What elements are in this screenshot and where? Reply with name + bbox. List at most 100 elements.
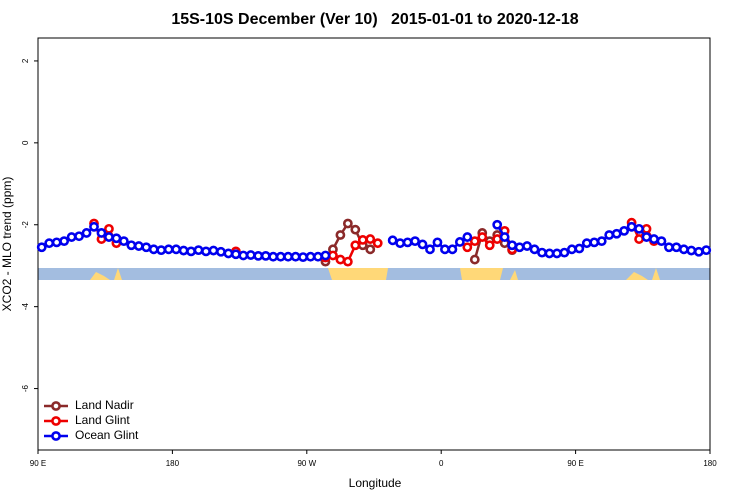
y-axis-label: XCO2 - MLO trend (ppm) xyxy=(0,177,14,312)
data-point xyxy=(238,250,249,261)
x-tick-label: 90 W xyxy=(297,459,316,468)
data-point xyxy=(611,228,622,239)
data-point xyxy=(350,240,361,251)
x-tick-label: 180 xyxy=(166,459,180,468)
surface-strip xyxy=(38,268,710,280)
data-point xyxy=(641,223,652,234)
data-point xyxy=(499,232,510,242)
data-point xyxy=(104,232,114,242)
plot-frame xyxy=(37,37,711,451)
data-point xyxy=(469,236,480,247)
data-point xyxy=(268,251,279,262)
data-point xyxy=(320,250,331,261)
data-point xyxy=(656,236,667,247)
x-axis-label: Longitude xyxy=(349,476,402,490)
data-point xyxy=(59,236,70,247)
data-point xyxy=(701,245,712,256)
data-point xyxy=(440,244,450,255)
data-point xyxy=(566,244,577,255)
data-point xyxy=(305,251,316,262)
data-point xyxy=(678,244,689,255)
y-tick-label: -6 xyxy=(21,384,30,392)
data-point xyxy=(208,245,219,256)
data-point xyxy=(230,249,241,260)
data-point xyxy=(51,237,62,248)
data-point xyxy=(671,242,682,253)
legend-marker xyxy=(51,416,61,426)
data-point xyxy=(290,251,301,262)
data-point xyxy=(44,238,55,249)
legend-marker xyxy=(51,431,61,441)
data-point xyxy=(260,250,271,261)
data-point xyxy=(454,237,465,247)
data-point xyxy=(641,232,652,242)
data-point xyxy=(298,252,308,263)
data-point xyxy=(350,224,361,235)
data-point xyxy=(186,246,196,257)
data-point xyxy=(335,230,346,240)
data-point xyxy=(686,245,697,256)
data-point xyxy=(104,223,114,234)
data-point xyxy=(552,248,562,259)
data-point xyxy=(126,240,137,251)
data-point xyxy=(462,232,473,242)
data-point xyxy=(619,225,630,236)
data-point xyxy=(432,237,443,248)
data-point xyxy=(693,246,704,257)
data-point xyxy=(529,244,540,255)
data-point xyxy=(462,242,473,253)
data-point xyxy=(559,247,570,258)
data-point xyxy=(417,239,428,250)
data-point xyxy=(634,234,644,244)
data-point xyxy=(649,234,659,244)
data-point xyxy=(201,246,211,257)
data-point xyxy=(626,221,637,232)
data-point xyxy=(492,219,503,230)
data-point xyxy=(133,241,144,251)
data-point xyxy=(365,234,376,244)
data-point xyxy=(604,230,615,240)
data-point xyxy=(402,237,413,248)
data-point xyxy=(514,242,525,253)
data-point xyxy=(395,238,406,249)
data-point xyxy=(283,251,294,262)
data-point xyxy=(66,232,77,242)
land-strip xyxy=(328,268,388,280)
x-tick-label: 180 xyxy=(703,459,717,468)
data-point xyxy=(522,241,532,251)
data-point xyxy=(492,234,503,244)
data-point xyxy=(193,245,204,256)
data-point xyxy=(596,236,607,247)
y-tick-label: -4 xyxy=(21,303,30,311)
data-point xyxy=(253,250,264,261)
data-point xyxy=(245,250,256,260)
data-point xyxy=(275,251,286,262)
data-point xyxy=(141,242,152,253)
data-point xyxy=(328,250,338,261)
data-point xyxy=(365,244,376,255)
data-point xyxy=(216,246,226,257)
data-point xyxy=(537,247,547,258)
data-point xyxy=(163,244,174,255)
data-point xyxy=(223,248,234,259)
y-tick-label: 2 xyxy=(21,58,30,63)
x-tick-label: 90 E xyxy=(567,459,583,468)
data-point xyxy=(425,244,435,255)
data-point xyxy=(484,240,495,251)
legend-label: Ocean Glint xyxy=(75,428,139,442)
legend-label: Land Nadir xyxy=(75,398,134,412)
data-point xyxy=(156,245,167,256)
data-point xyxy=(335,254,346,265)
data-point xyxy=(387,235,398,246)
legend-marker xyxy=(51,401,61,411)
data-point xyxy=(357,235,368,245)
data-point xyxy=(589,237,600,248)
data-point xyxy=(342,256,353,267)
data-point xyxy=(634,223,644,234)
data-point xyxy=(148,244,159,255)
data-point xyxy=(171,244,182,255)
data-point xyxy=(372,238,383,249)
data-point xyxy=(664,242,674,253)
